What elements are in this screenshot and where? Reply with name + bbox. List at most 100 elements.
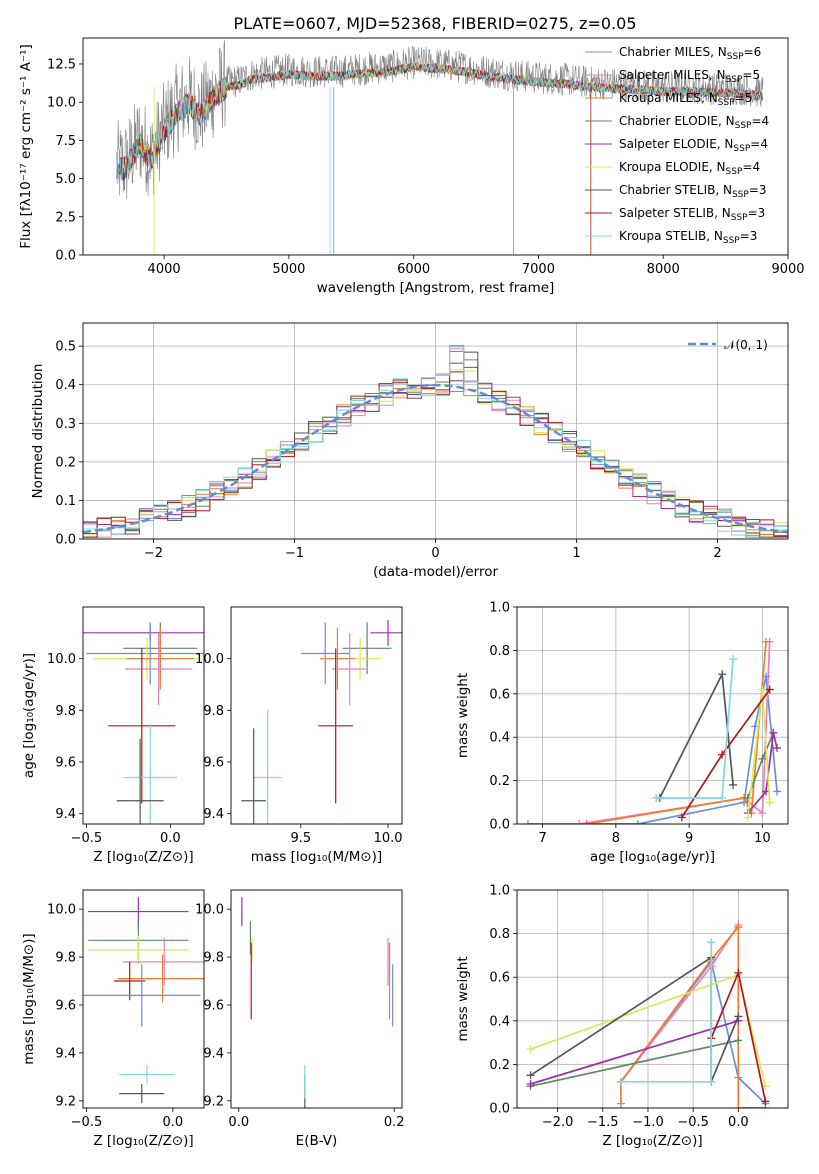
spectrum-lines bbox=[116, 40, 764, 255]
x-tick-label: 0.0 bbox=[160, 831, 181, 846]
axes-frame bbox=[230, 606, 403, 825]
series-point bbox=[523, 820, 532, 824]
y-tick-label: 9.8 bbox=[55, 704, 76, 719]
y-tick-label: 0.2 bbox=[55, 455, 76, 470]
weight-vs-age-panel: 7 8 9 10 0.0 0.2 0.4 0.6 0.8 1.0 age [log₁₀(age/yr… bbox=[455, 601, 789, 865]
y-tick-label: 9.4 bbox=[203, 1046, 224, 1061]
legend-nssp-value: 6 bbox=[754, 45, 762, 59]
series-point bbox=[652, 793, 661, 802]
axes-frame bbox=[516, 889, 789, 1109]
x-axis-label: Z [log₁₀(Z/Z⊙)] bbox=[602, 1133, 702, 1149]
y-tick-label: 9.8 bbox=[203, 704, 224, 719]
figure-title: PLATE=0607, MJD=52368, FIBERID=0275, z=0… bbox=[233, 14, 636, 33]
legend-series-name: Chabrier ELODIE bbox=[619, 114, 718, 128]
errorbar-marks bbox=[83, 897, 204, 1104]
x-tick-label: −2 bbox=[144, 546, 163, 561]
mass-vs-metallicity-panel: −0.5 0.0 9.2 9.4 9.6 9.8 10.0 Z [log₁₀(Z/Z⊙)] ma… bbox=[21, 889, 205, 1149]
legend-nssp-value: 4 bbox=[752, 160, 760, 174]
legend-separator: , N bbox=[718, 114, 735, 128]
y-tick-label: 1.0 bbox=[489, 601, 510, 616]
series-point bbox=[765, 685, 774, 694]
x-tick-label: −0.5 bbox=[71, 831, 103, 846]
legend-separator: , N bbox=[714, 206, 731, 220]
series-point bbox=[758, 685, 767, 694]
legend-series-name: Kroupa ELODIE bbox=[619, 160, 709, 174]
y-tick-label: 9.8 bbox=[55, 951, 76, 966]
legend-subscript: SSP bbox=[731, 213, 748, 223]
legend-separator: , N bbox=[710, 45, 727, 59]
x-tick-label: 0 bbox=[431, 546, 439, 561]
y-tick-label: 0.2 bbox=[489, 1058, 510, 1073]
errorbar-marks bbox=[241, 897, 394, 1108]
series-point bbox=[734, 1012, 743, 1021]
series-point bbox=[707, 938, 716, 947]
age-vs-metallicity-panel: −0.5 0.0 9.4 9.6 9.8 10.0 Z [log₁₀(Z/Z⊙)] age [… bbox=[21, 606, 205, 865]
x-tick-label: 5000 bbox=[272, 262, 305, 277]
series-point bbox=[718, 670, 727, 679]
legend-subscript: SSP bbox=[727, 52, 744, 62]
legend-series-name: Chabrier MILES bbox=[619, 45, 710, 59]
legend-equals: = bbox=[742, 68, 752, 82]
series-lines bbox=[523, 637, 782, 824]
x-tick-label: 0.0 bbox=[728, 1115, 749, 1130]
y-tick-label: 0.3 bbox=[55, 417, 76, 432]
series-point bbox=[526, 1071, 535, 1080]
series-point bbox=[526, 1080, 535, 1089]
legend-equals: = bbox=[740, 229, 750, 243]
y-tick-label: 0.5 bbox=[55, 340, 76, 355]
age-vs-mass-panel: 9.5 10.0 9.4 9.6 9.8 10.0 mass [log₁₀(M/M⊙)] bbox=[195, 606, 403, 865]
x-axis-label: wavelength [Angstrom, rest frame] bbox=[317, 280, 555, 296]
axes-frame bbox=[230, 889, 403, 1109]
mass-vs-ebv-panel: 0.0 0.2 9.2 9.4 9.6 9.8 10.0 E(B-V) bbox=[195, 889, 405, 1149]
series-point bbox=[773, 787, 782, 796]
series-point bbox=[526, 1045, 535, 1054]
y-tick-label: 9.6 bbox=[203, 756, 224, 771]
x-tick-label: 9.5 bbox=[290, 831, 311, 846]
legend-label: Chabrier ELODIE, NSSP=4 bbox=[619, 114, 769, 131]
y-tick-label: 10.0 bbox=[47, 652, 76, 667]
legend-equals: = bbox=[744, 45, 754, 59]
y-tick-label: 9.2 bbox=[203, 1094, 224, 1109]
y-tick-label: 9.2 bbox=[55, 1094, 76, 1109]
y-tick-label: 10.0 bbox=[47, 96, 76, 111]
series-line bbox=[586, 641, 767, 824]
y-tick-label: 0.0 bbox=[55, 533, 76, 548]
series-point bbox=[729, 655, 738, 664]
series-line bbox=[530, 1039, 739, 1088]
weight-vs-metallicity-panel: −2.0 −1.5 −1.0 −0.5 0.0 0.0 0.2 0.4 0.6 0.8 1.0 Z [… bbox=[455, 884, 789, 1149]
legend-subscript: SSP bbox=[723, 236, 740, 246]
legend-label: 𝒩(0, 1) bbox=[724, 338, 768, 352]
normal-curve bbox=[83, 383, 788, 534]
x-tick-label: 6000 bbox=[397, 262, 430, 277]
legend-separator: , N bbox=[715, 183, 732, 197]
series-lines bbox=[526, 920, 770, 1108]
residuals-panel: −2 −1 0 1 2 0.0 0.1 0.2 0.3 0.4 0.5 (data-model)/er… bbox=[30, 322, 789, 580]
x-axis-label: mass [log₁₀(M/M⊙)] bbox=[251, 849, 382, 865]
legend-subscript: SSP bbox=[735, 121, 752, 131]
series-point bbox=[773, 744, 782, 753]
y-tick-label: 0.6 bbox=[489, 687, 510, 702]
y-tick-label: 7.5 bbox=[55, 134, 76, 149]
legend-nssp-value: 4 bbox=[762, 114, 770, 128]
x-tick-label: −0.5 bbox=[677, 1115, 709, 1130]
legend-equals: = bbox=[749, 183, 759, 197]
legend-nssp-value: 3 bbox=[750, 229, 758, 243]
x-tick-label: 4000 bbox=[148, 262, 181, 277]
y-tick-label: 9.6 bbox=[203, 998, 224, 1013]
legend-equals: = bbox=[735, 91, 745, 105]
x-tick-label: 10.0 bbox=[374, 831, 403, 846]
legend-subscript: SSP bbox=[733, 144, 750, 154]
x-axis-label: Z [log₁₀(Z/Z⊙)] bbox=[93, 849, 193, 865]
legend-nssp-value: 5 bbox=[745, 91, 753, 105]
series-point bbox=[677, 813, 686, 822]
series-point bbox=[743, 813, 752, 822]
legend-label: Chabrier STELIB, NSSP=3 bbox=[619, 183, 767, 200]
x-tick-label: −1.5 bbox=[587, 1115, 619, 1130]
legend-separator: , N bbox=[709, 68, 726, 82]
series-point bbox=[633, 820, 642, 824]
legend-subscript: SSP bbox=[726, 167, 743, 177]
y-tick-label: 0.8 bbox=[489, 927, 510, 942]
legend-label: Kroupa ELODIE, NSSP=4 bbox=[619, 160, 760, 177]
legend-equals: = bbox=[742, 160, 752, 174]
